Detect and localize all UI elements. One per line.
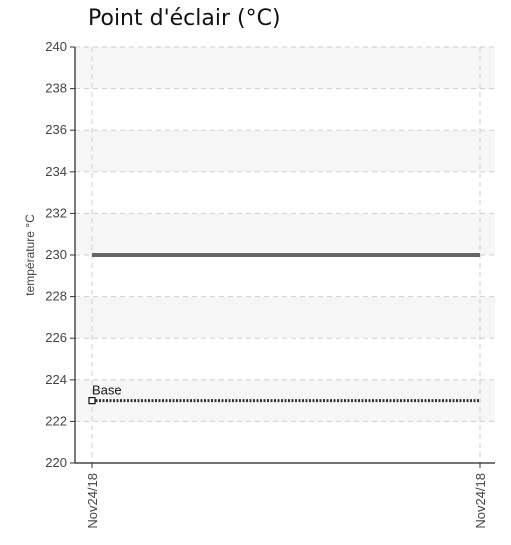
y-tick-label: 226 [45,330,67,345]
background-band [75,130,495,172]
y-tick-label: 230 [45,247,67,262]
series-label: Base [92,383,122,398]
y-tick-label: 240 [45,39,67,54]
y-axis-ticks: 220 222 224 226 228 230 232 234 236 238 240 [45,39,75,470]
series-marker [88,397,96,405]
y-tick-label: 222 [45,413,67,428]
y-tick-label: 220 [45,455,67,470]
x-tick-label: Nov24/18 [473,473,488,529]
y-tick-label: 234 [45,164,67,179]
x-tick-label: Nov24/18 [85,473,100,529]
plot-background-bands [75,47,495,422]
background-band [75,296,495,339]
chart-title: Point d'éclair (°C) [88,6,281,31]
y-tick-label: 236 [45,122,67,137]
series-lines: Base [88,253,480,405]
background-band [75,213,495,255]
y-tick-label: 224 [45,372,67,387]
y-tick-label: 232 [45,205,67,220]
y-tick-label: 228 [45,289,67,304]
x-axis-ticks: Nov24/18 Nov24/18 [85,463,488,529]
y-tick-label: 238 [45,81,67,96]
y-axis-title: température °C [23,214,37,296]
background-band [75,47,495,89]
